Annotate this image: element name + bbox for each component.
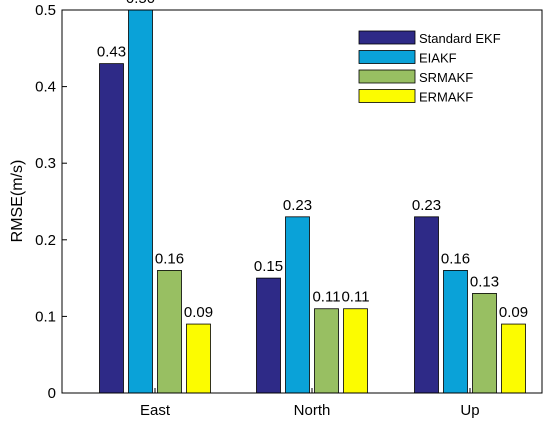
data-label: 0.11 bbox=[341, 289, 369, 306]
x-tick-label: Up bbox=[460, 402, 479, 419]
x-tick-label: East bbox=[140, 402, 171, 419]
data-label: 0.16 bbox=[441, 250, 470, 267]
axes-layer: East North Up 0 0.1 0.2 0.3 0.4 0.5 bbox=[35, 2, 479, 419]
bar-up-standard-ekf bbox=[414, 216, 439, 394]
data-labels-layer: 0.43 0.50 0.16 0.09 0.15 0.23 0.110.11 0.23 0.16… bbox=[97, 0, 528, 321]
legend-label: SRMAKF bbox=[419, 70, 473, 85]
data-label: 0.11 bbox=[312, 289, 340, 306]
data-label: 0.50 bbox=[126, 0, 155, 7]
bar-up-srmakf bbox=[472, 293, 497, 394]
y-tick-label: 0.3 bbox=[35, 155, 56, 172]
bar-up-eiakf bbox=[443, 270, 468, 394]
legend-swatch bbox=[358, 89, 416, 103]
data-label: 0.09 bbox=[184, 304, 213, 321]
plot-frame bbox=[61, 9, 543, 394]
data-label: 0.13 bbox=[470, 273, 499, 290]
bars-layer bbox=[99, 9, 526, 394]
data-label: 0.23 bbox=[283, 197, 312, 214]
legend-label: EIAKF bbox=[419, 51, 457, 66]
bar-up-ermakf bbox=[501, 323, 526, 394]
data-label: 0.43 bbox=[97, 44, 126, 61]
y-tick-label: 0.4 bbox=[35, 79, 56, 96]
y-tick-label: 0.5 bbox=[35, 2, 56, 19]
data-label: 0.09 bbox=[499, 304, 528, 321]
data-label: 0.15 bbox=[254, 258, 283, 275]
bar-north-standard-ekf bbox=[256, 277, 281, 394]
bar-north-ermakf bbox=[343, 308, 368, 394]
legend-label: ERMAKF bbox=[419, 90, 473, 105]
legend: Standard EKF EIAKF SRMAKF ERMAKF bbox=[358, 30, 501, 105]
bar-east-standard-ekf bbox=[99, 63, 124, 394]
data-label: 0.23 bbox=[412, 197, 441, 214]
y-tick-label: 0.2 bbox=[35, 232, 56, 249]
bar-east-srmakf bbox=[157, 270, 182, 394]
bar-east-eiakf bbox=[128, 9, 153, 394]
bar-north-srmakf bbox=[314, 308, 339, 394]
legend-swatch bbox=[358, 50, 416, 64]
y-axis-label: RMSE(m/s) bbox=[9, 160, 26, 243]
legend-swatch bbox=[358, 69, 416, 84]
bar-east-ermakf bbox=[186, 323, 211, 394]
data-label: 0.16 bbox=[155, 250, 184, 267]
legend-swatch bbox=[358, 30, 416, 45]
bar-north-eiakf bbox=[285, 216, 310, 394]
y-tick-label: 0.1 bbox=[35, 308, 56, 325]
y-tick-label: 0 bbox=[48, 385, 56, 402]
legend-label: Standard EKF bbox=[419, 31, 501, 46]
x-tick-label: North bbox=[294, 402, 331, 419]
